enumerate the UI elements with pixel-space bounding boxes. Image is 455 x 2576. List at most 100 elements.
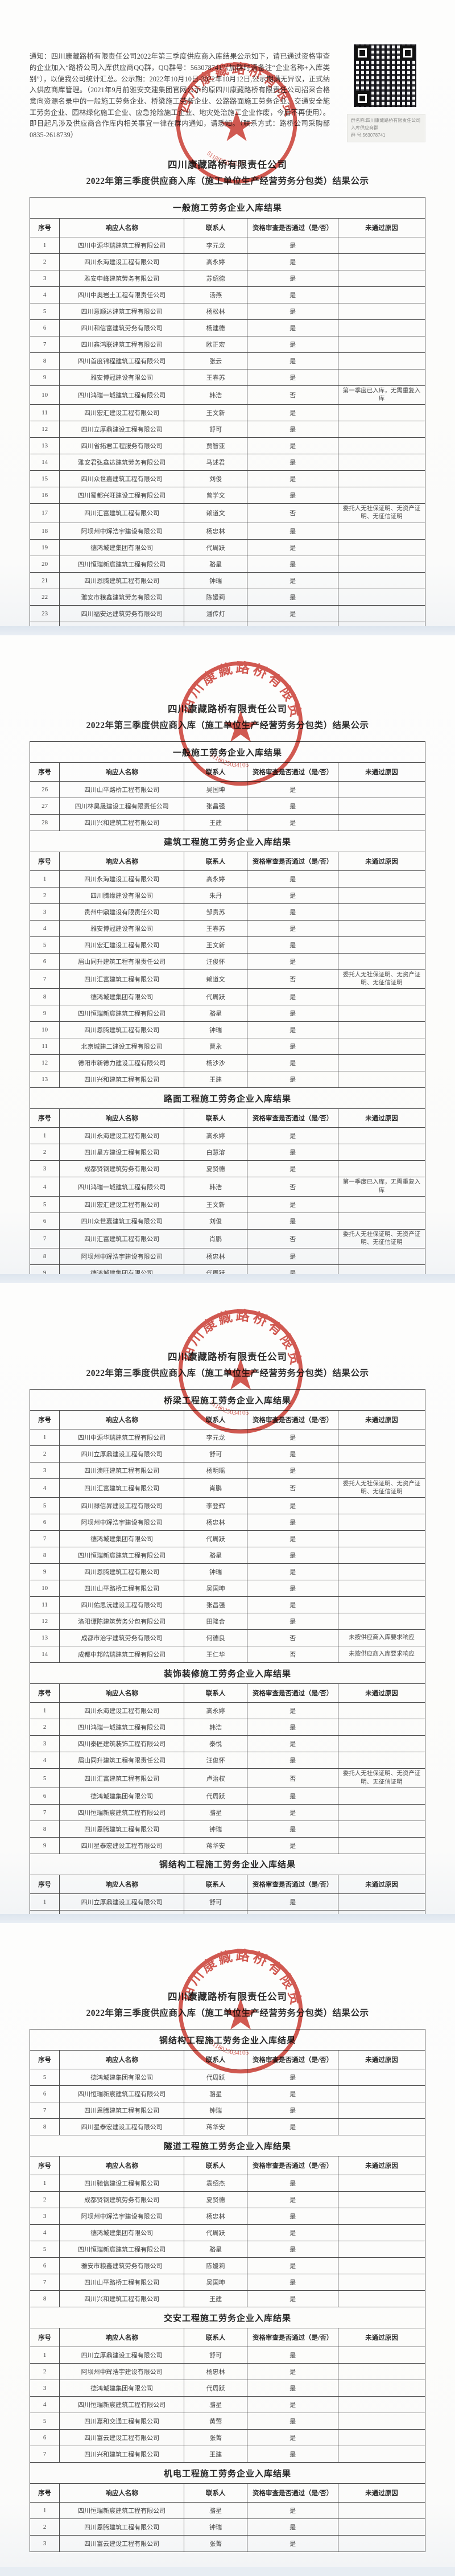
cell-reason: [338, 2413, 425, 2430]
cell-company: 阿坝州中辉浩宇建设有限公司: [59, 1514, 185, 1531]
cell-passed: 是: [247, 1212, 339, 1230]
cell-company: 四川宏汇建设工程有限公司: [59, 404, 185, 422]
column-header: 联系人: [184, 852, 248, 871]
cell-contact: 王建: [184, 2290, 248, 2307]
cell-contact: 田隆合: [184, 1613, 248, 1630]
cell-reason: [338, 2208, 425, 2225]
cell-reason: [338, 1160, 425, 1178]
cell-reason: [338, 352, 425, 369]
cell-reason: [338, 1893, 425, 1911]
section-title: 机电工程施工劳务企业入库结果: [30, 2462, 425, 2484]
column-header: 资格审查是否通过（是/否）: [247, 2483, 339, 2503]
table-row: 1 四川立厚鼎建设工程有限公司 舒可是: [29, 2347, 425, 2364]
cell-contact: 贾智亚: [184, 437, 248, 455]
table-row: 3 四川澳旺建筑工程有限公司 杨明瑶是: [29, 1462, 425, 1479]
cell-reason: [338, 953, 425, 970]
cell-index: 3: [29, 2380, 60, 2397]
cell-index: 6: [29, 319, 60, 336]
cell-company: 四川恩腾建筑工程有限公司: [59, 572, 185, 589]
cell-contact: 杨建德: [184, 319, 248, 336]
cell-company: 雅安申峰建筑劳务有限公司: [59, 269, 185, 287]
cell-passed: 是: [247, 2446, 339, 2463]
cell-reason: [338, 1837, 425, 1854]
cell-index: 3: [29, 903, 60, 921]
cell-reason: [338, 2191, 425, 2208]
cell-index: 12: [29, 1613, 60, 1630]
cell-index: 7: [29, 1530, 60, 1548]
table-row: 2 成都贤钢建筑劳务有限公司 夏贤德是: [29, 2191, 425, 2208]
cell-index: 15: [29, 470, 60, 488]
cell-contact: 代周跃: [184, 1264, 248, 1274]
cell-passed: 是: [247, 2429, 339, 2446]
cell-contact: 杨忠林: [184, 1514, 248, 1531]
cell-passed: 是: [247, 1127, 339, 1145]
cell-passed: 是: [247, 404, 339, 422]
cell-contact: 王春苏: [184, 920, 248, 937]
cell-reason: [338, 920, 425, 937]
table-row: 6 四川和信富建筑劳务有限公司 杨建德是: [29, 319, 425, 336]
cell-reason: [338, 470, 425, 488]
cell-reason: [338, 1445, 425, 1462]
cell-company: 四川秦匠建筑装饰工程有限公司: [59, 1735, 185, 1753]
cell-passed: 是: [247, 236, 339, 254]
cell-index: 5: [29, 1768, 60, 1788]
cell-contact: 王仁华: [184, 1646, 248, 1663]
cell-reason: [338, 236, 425, 254]
column-header: 响应人名称: [59, 1683, 185, 1703]
cell-reason: [338, 572, 425, 589]
cell-company: 德鸿城建集团有限公司: [59, 2380, 185, 2397]
cell-contact: 李元龙: [184, 1429, 248, 1446]
cell-reason: 委托人无社保证明、无资产证明、无征信证明: [338, 1229, 425, 1249]
cell-contact: 舒可: [184, 2347, 248, 2364]
cell-passed: 是: [247, 1702, 339, 1720]
cell-company: 四川兴和建筑工程有限公司: [59, 2290, 185, 2307]
table-row: 2 四川鸿瑞一城建筑工程有限公司 韩浩是: [29, 1719, 425, 1736]
table-row: 1 四川驰信建设工程有限公司 袁绍杰是: [29, 2175, 425, 2192]
cell-contact: 汪俊怀: [184, 953, 248, 970]
cell-contact: 杨忠林: [184, 522, 248, 540]
table-row: 2眉山同升建筑工程有限责任公司汪俊怀是: [29, 1909, 425, 1914]
cell-contact: 杨忠林: [184, 2363, 248, 2380]
cell-contact: 骆星: [184, 2241, 248, 2258]
cell-passed: 是: [247, 621, 339, 626]
cell-contact: 张昌强: [184, 798, 248, 815]
cell-passed: 是: [247, 2208, 339, 2225]
cell-index: 12: [29, 421, 60, 438]
table-row: 11 北京城建二建设工程有限公司 曹永是: [29, 1038, 425, 1055]
cell-reason: [338, 588, 425, 606]
cell-contact: 骆星: [184, 1547, 248, 1564]
cell-index: 22: [29, 588, 60, 606]
cell-reason: [338, 302, 425, 320]
table-row: 6 眉山同升建筑工程有限责任公司 汪俊怀是: [29, 953, 425, 970]
cell-reason: [338, 1248, 425, 1266]
cell-contact: 黄莺: [184, 2413, 248, 2430]
cell-index: 27: [29, 798, 60, 815]
qr-column: 群名称:四川康藏路桥有限责任公司入库供应商群 群 号:563078741: [339, 42, 425, 143]
cell-reason: [338, 1144, 425, 1161]
table-row: 4 德鸿城建集团有限公司 代周跃是: [29, 2224, 425, 2241]
qq-group-name: 群名称:四川康藏路桥有限责任公司入库供应商群: [351, 118, 421, 130]
cell-index: 3: [29, 1735, 60, 1753]
cell-company: 四川恒瑞新宸建筑工程有限公司: [59, 2241, 185, 2258]
cell-index: 4: [29, 1177, 60, 1197]
cell-company: 四川恩腾建筑工程有限公司: [59, 1021, 185, 1039]
cell-reason: [338, 1580, 425, 1597]
table-row: 12 德阳市新德力建设工程有限公司 杨沙沙是: [29, 1054, 425, 1072]
table-row: 21 四川恩腾建筑工程有限公司 钟瑞是: [29, 572, 425, 589]
column-header: 序号: [29, 2156, 60, 2175]
qr-finder-icon: [355, 46, 370, 60]
cell-company: 四川嘉和交通工程有限公司: [59, 2413, 185, 2430]
table-row: 9 四川星泰宏建设工程有限公司 蒋华安是: [29, 1837, 425, 1854]
cell-reason: 未按供应商入库要求响应: [338, 1646, 425, 1663]
cell-company: 成都贤钢建筑劳务有限公司: [59, 1160, 185, 1178]
cell-reason: [338, 1702, 425, 1720]
cell-reason: [338, 335, 425, 353]
cell-index: 17: [29, 503, 60, 523]
cell-company: 四川禄信昇建设工程有限公司: [59, 1497, 185, 1515]
cell-company: 四川中源华瑞建筑工程有限公司: [59, 236, 185, 254]
cell-index: 4: [29, 920, 60, 937]
cell-contact: 骆星: [184, 1803, 248, 1821]
cell-contact: 张昌强: [184, 1596, 248, 1614]
column-header: 资格审查是否通过（是/否）: [247, 762, 339, 782]
cell-contact: 韩浩: [184, 1719, 248, 1736]
